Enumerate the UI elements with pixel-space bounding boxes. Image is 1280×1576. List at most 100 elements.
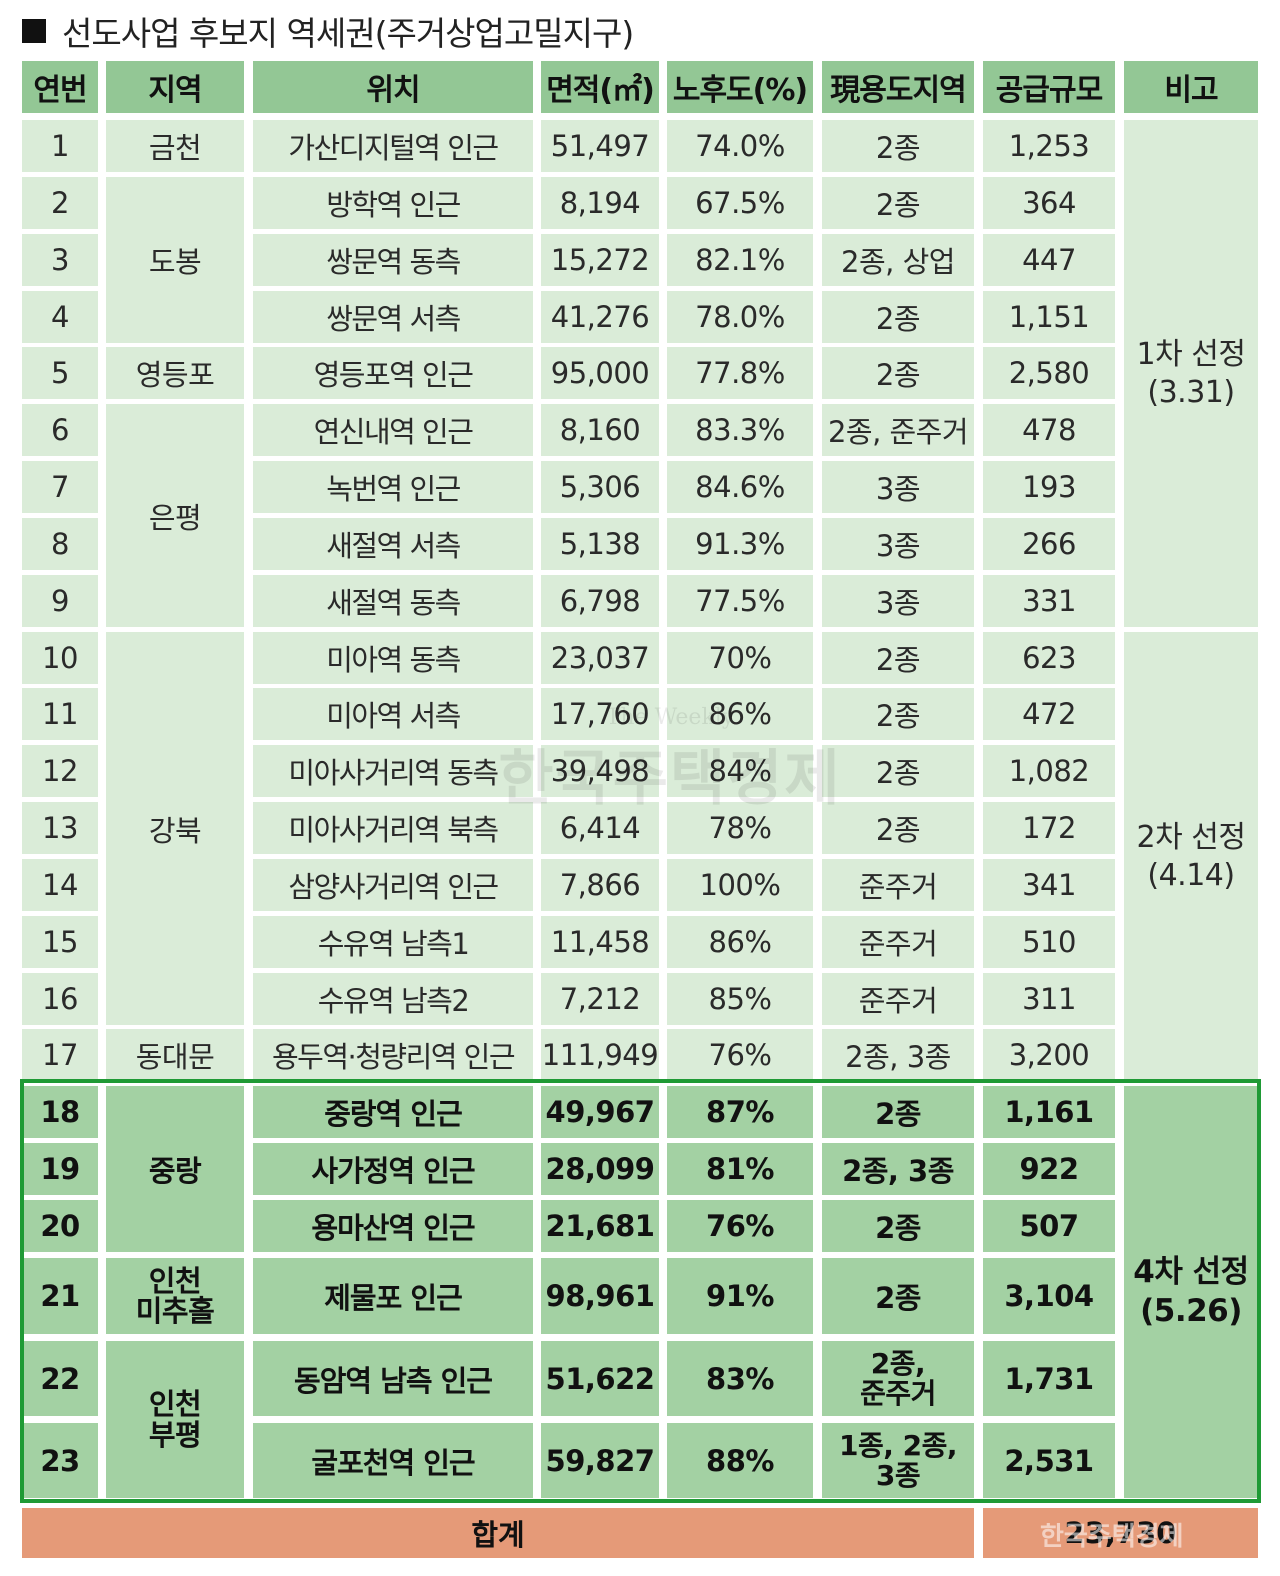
deterioration-cell: 74.0% bbox=[667, 120, 813, 172]
row-number: 19 bbox=[22, 1143, 98, 1195]
location-cell: 사가정역 인근 bbox=[253, 1143, 533, 1195]
location-cell: 제물포 인근 bbox=[253, 1258, 533, 1334]
area-cell: 11,458 bbox=[541, 916, 659, 968]
header-region: 지역 bbox=[106, 61, 244, 113]
zoning-cell: 2종 bbox=[822, 347, 974, 399]
header-no: 연번 bbox=[22, 61, 98, 113]
row-number: 13 bbox=[22, 802, 98, 854]
header-deterioration: 노후도(%) bbox=[667, 61, 813, 113]
deterioration-cell: 91% bbox=[667, 1258, 813, 1334]
deterioration-cell: 84.6% bbox=[667, 461, 813, 513]
deterioration-cell: 85% bbox=[667, 973, 813, 1025]
deterioration-cell: 78% bbox=[667, 802, 813, 854]
row-number: 9 bbox=[22, 575, 98, 627]
round4-highlight-frame bbox=[20, 1079, 1261, 1503]
region-cell: 동대문 bbox=[106, 1029, 244, 1081]
supply-cell: 472 bbox=[983, 688, 1115, 740]
area-cell: 98,961 bbox=[541, 1258, 659, 1334]
note-cell: 4차 선정 (5.26) bbox=[1124, 1086, 1258, 1498]
header-supply: 공급규모 bbox=[983, 61, 1115, 113]
zoning-cell: 2종, 준주거 bbox=[822, 1341, 974, 1416]
location-cell: 용마산역 인근 bbox=[253, 1200, 533, 1252]
supply-cell: 172 bbox=[983, 802, 1115, 854]
deterioration-cell: 86% bbox=[667, 688, 813, 740]
area-cell: 41,276 bbox=[541, 291, 659, 343]
supply-cell: 510 bbox=[983, 916, 1115, 968]
supply-cell: 1,151 bbox=[983, 291, 1115, 343]
area-cell: 39,498 bbox=[541, 745, 659, 797]
region-cell: 영등포 bbox=[106, 347, 244, 399]
location-cell: 수유역 남측1 bbox=[253, 916, 533, 968]
row-number: 6 bbox=[22, 404, 98, 456]
area-cell: 6,798 bbox=[541, 575, 659, 627]
row-number: 7 bbox=[22, 461, 98, 513]
area-cell: 8,194 bbox=[541, 177, 659, 229]
area-cell: 7,866 bbox=[541, 859, 659, 911]
location-cell: 수유역 남측2 bbox=[253, 973, 533, 1025]
row-number: 20 bbox=[22, 1200, 98, 1252]
zoning-cell: 2종 bbox=[822, 802, 974, 854]
zoning-cell: 2종 bbox=[822, 291, 974, 343]
deterioration-cell: 86% bbox=[667, 916, 813, 968]
deterioration-cell: 67.5% bbox=[667, 177, 813, 229]
supply-cell: 2,580 bbox=[983, 347, 1115, 399]
area-cell: 7,212 bbox=[541, 973, 659, 1025]
deterioration-cell: 83% bbox=[667, 1341, 813, 1416]
deterioration-cell: 76% bbox=[667, 1029, 813, 1081]
deterioration-cell: 91.3% bbox=[667, 518, 813, 570]
location-cell: 굴포천역 인근 bbox=[253, 1423, 533, 1498]
deterioration-cell: 77.8% bbox=[667, 347, 813, 399]
row-number: 15 bbox=[22, 916, 98, 968]
deterioration-cell: 88% bbox=[667, 1423, 813, 1498]
area-cell: 95,000 bbox=[541, 347, 659, 399]
location-cell: 방학역 인근 bbox=[253, 177, 533, 229]
area-cell: 21,681 bbox=[541, 1200, 659, 1252]
deterioration-cell: 83.3% bbox=[667, 404, 813, 456]
row-number: 16 bbox=[22, 973, 98, 1025]
zoning-cell: 2종, 3종 bbox=[822, 1143, 974, 1195]
zoning-cell: 2종 bbox=[822, 1200, 974, 1252]
zoning-cell: 2종, 상업 bbox=[822, 234, 974, 286]
zoning-cell: 준주거 bbox=[822, 973, 974, 1025]
area-cell: 28,099 bbox=[541, 1143, 659, 1195]
supply-cell: 3,104 bbox=[983, 1258, 1115, 1334]
region-cell: 중랑 bbox=[106, 1086, 244, 1252]
deterioration-cell: 82.1% bbox=[667, 234, 813, 286]
supply-cell: 341 bbox=[983, 859, 1115, 911]
zoning-cell: 3종 bbox=[822, 575, 974, 627]
zoning-cell: 준주거 bbox=[822, 859, 974, 911]
zoning-cell: 2종, 3종 bbox=[822, 1029, 974, 1081]
deterioration-cell: 81% bbox=[667, 1143, 813, 1195]
zoning-cell: 3종 bbox=[822, 461, 974, 513]
zoning-cell: 2종 bbox=[822, 688, 974, 740]
area-cell: 23,037 bbox=[541, 632, 659, 684]
page-title-text: 선도사업 후보지 역세권(주거상업고밀지구) bbox=[62, 14, 634, 53]
note-cell: 2차 선정 (4.14) bbox=[1124, 632, 1258, 1081]
location-cell: 삼양사거리역 인근 bbox=[253, 859, 533, 911]
location-cell: 미아역 서측 bbox=[253, 688, 533, 740]
deterioration-cell: 70% bbox=[667, 632, 813, 684]
supply-cell: 311 bbox=[983, 973, 1115, 1025]
row-number: 14 bbox=[22, 859, 98, 911]
location-cell: 새절역 동측 bbox=[253, 575, 533, 627]
row-number: 2 bbox=[22, 177, 98, 229]
row-number: 1 bbox=[22, 120, 98, 172]
row-number: 8 bbox=[22, 518, 98, 570]
location-cell: 동암역 남측 인근 bbox=[253, 1341, 533, 1416]
row-number: 10 bbox=[22, 632, 98, 684]
location-cell: 중랑역 인근 bbox=[253, 1086, 533, 1138]
supply-cell: 331 bbox=[983, 575, 1115, 627]
corner-watermark-text: 한국주택경제 bbox=[1040, 1521, 1184, 1552]
region-cell: 금천 bbox=[106, 120, 244, 172]
header-area: 면적(㎡) bbox=[541, 61, 659, 113]
region-cell: 도봉 bbox=[106, 177, 244, 343]
location-cell: 쌍문역 동측 bbox=[253, 234, 533, 286]
zoning-cell: 2종 bbox=[822, 177, 974, 229]
area-cell: 15,272 bbox=[541, 234, 659, 286]
location-cell: 가산디지털역 인근 bbox=[253, 120, 533, 172]
deterioration-cell: 84% bbox=[667, 745, 813, 797]
row-number: 3 bbox=[22, 234, 98, 286]
supply-cell: 922 bbox=[983, 1143, 1115, 1195]
row-number: 5 bbox=[22, 347, 98, 399]
